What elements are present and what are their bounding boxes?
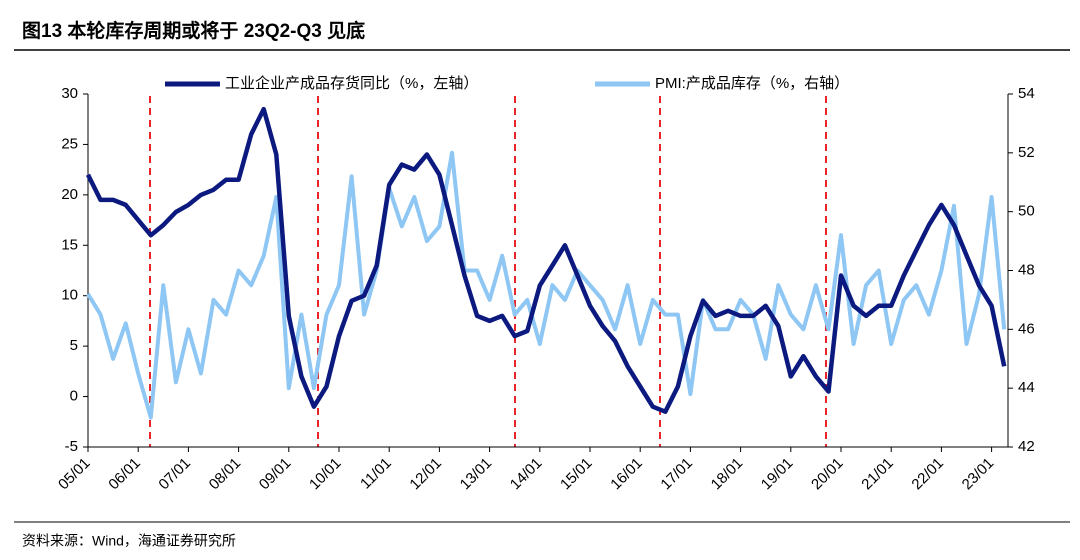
x-tick-label: 22/01 xyxy=(908,455,947,494)
x-tick-label: 08/01 xyxy=(206,455,245,494)
y-tick-label: 5 xyxy=(70,337,78,354)
legend-label: PMI:产成品库存（%，右轴） xyxy=(655,75,849,92)
legend-label: 工业企业产成品存货同比（%，左轴） xyxy=(225,74,478,92)
source: 资料来源：Wind，海通证券研究所 xyxy=(22,533,236,549)
x-tick-label: 06/01 xyxy=(105,455,144,494)
chart-title: 图13 本轮库存周期或将于 23Q2-Q3 见底 xyxy=(22,19,365,42)
x-tick-label: 18/01 xyxy=(708,455,747,494)
x-tick-label: 21/01 xyxy=(858,455,897,494)
x-tick-label: 09/01 xyxy=(256,455,295,494)
x-tick-label: 17/01 xyxy=(657,455,696,494)
x-tick-label: 20/01 xyxy=(808,455,847,494)
x-tick-label: 19/01 xyxy=(758,455,797,494)
y-tick-label: 30 xyxy=(61,85,78,102)
y2-tick-label: 52 xyxy=(1018,144,1035,161)
x-tick-label: 12/01 xyxy=(406,455,445,494)
y2-tick-label: 44 xyxy=(1018,379,1035,396)
x-tick-label: 10/01 xyxy=(306,455,345,494)
y-tick-label: 0 xyxy=(70,388,78,405)
series-line xyxy=(85,106,1007,414)
y-tick-label: -5 xyxy=(65,438,78,455)
y-tick-label: 10 xyxy=(61,287,78,304)
cycle-markers xyxy=(149,96,827,447)
x-tick-label: 07/01 xyxy=(155,455,194,494)
y-tick-label: 25 xyxy=(61,135,78,152)
y-tick-label: 20 xyxy=(61,186,78,203)
x-tick-label: 16/01 xyxy=(607,455,646,494)
x-tick-label: 13/01 xyxy=(457,455,496,494)
y2-tick-label: 48 xyxy=(1018,261,1035,278)
y2-tick-label: 50 xyxy=(1018,203,1035,220)
x-tick-label: 23/01 xyxy=(959,455,998,494)
x-tick-label: 14/01 xyxy=(507,455,546,494)
y2-tick-label: 54 xyxy=(1018,85,1035,102)
x-tick-label: 15/01 xyxy=(557,455,596,494)
series-line xyxy=(86,150,1007,420)
y2-tick-label: 42 xyxy=(1018,438,1035,455)
y2-tick-label: 46 xyxy=(1018,320,1035,337)
x-tick-label: 05/01 xyxy=(55,455,94,494)
y-tick-label: 15 xyxy=(61,236,78,253)
x-tick-label: 11/01 xyxy=(357,455,395,493)
